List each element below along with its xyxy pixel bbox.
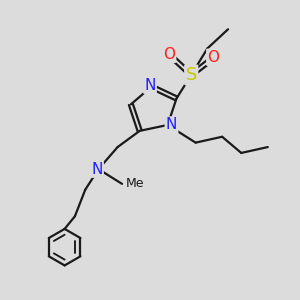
Text: N: N — [166, 118, 177, 133]
Text: O: O — [207, 50, 219, 65]
Text: S: S — [185, 66, 197, 84]
Text: O: O — [163, 47, 175, 62]
Text: Me: Me — [126, 177, 144, 190]
Text: N: N — [91, 162, 103, 177]
Text: N: N — [144, 78, 156, 93]
